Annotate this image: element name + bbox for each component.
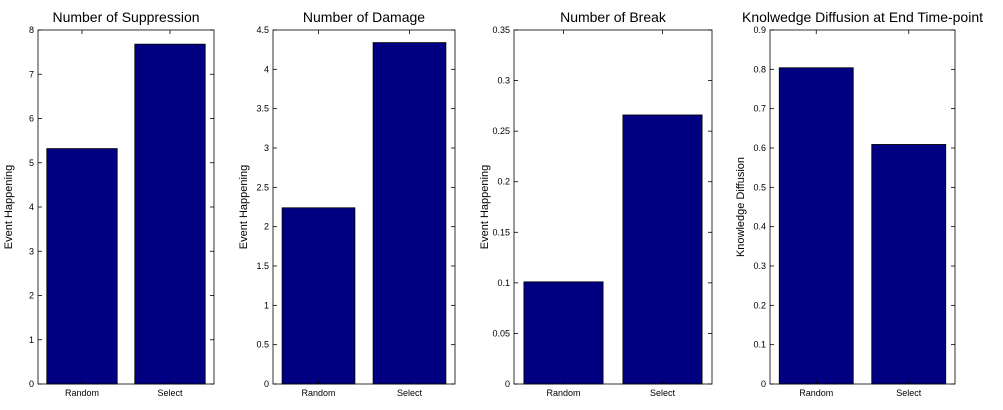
chart-panel-1: Random Select 0 1 2 3 4 5 6 7 8 Number of Suppressi… — [3, 9, 215, 398]
axes-frame — [513, 29, 713, 385]
chart-panel-4: Random Select 0 0.1 0.2 0.3 0.4 0.5 0.6 0.7 0.8 0.9… — [735, 9, 983, 398]
axes-frame — [769, 29, 956, 385]
bar-random — [523, 281, 604, 385]
y-tick-label: 0.4 — [753, 222, 766, 232]
y-tick-label: 0 — [761, 379, 766, 389]
y-axis-label: Event Happening — [479, 165, 491, 249]
y-tick-label: 0.35 — [492, 25, 510, 35]
y-tick-label: 7 — [29, 69, 34, 79]
y-tick-label: 0 — [29, 379, 34, 389]
y-axis-label: Knowledge Diffusion — [735, 157, 747, 257]
y-tick-label: 0 — [264, 379, 269, 389]
chart-panel-2: Random Select 0 0.5 1 1.5 2 2.5 3 3.5 4 4.5 Number o… — [238, 9, 456, 398]
y-tick-label: 2 — [29, 291, 34, 301]
bar-random — [778, 67, 854, 385]
y-tick-label: 0.1 — [497, 278, 510, 288]
x-tick-label: Random — [301, 388, 335, 398]
y-tick-label: 2.5 — [256, 182, 269, 192]
y-tick-label: 0.7 — [753, 104, 766, 114]
y-axis-label: Event Happening — [3, 165, 15, 249]
y-tick-label: 3.5 — [256, 104, 269, 114]
y-tick-label: 1 — [264, 300, 269, 310]
x-tick-label: Select — [896, 388, 922, 398]
y-tick-label: 0.5 — [256, 340, 269, 350]
y-tick-label: 6 — [29, 114, 34, 124]
bar-select — [134, 43, 206, 385]
y-tick-label: 2 — [264, 222, 269, 232]
y-tick-label: 0.15 — [492, 227, 510, 237]
y-tick-label: 0.6 — [753, 143, 766, 153]
axes-frame — [272, 29, 456, 385]
chart-title: Knolwedge Diffusion at End Time-point — [742, 9, 983, 25]
y-tick-label: 4.5 — [256, 25, 269, 35]
y-tick-label: 0.3 — [497, 76, 510, 86]
x-tick-label: Select — [157, 388, 183, 398]
chart-title: Number of Break — [560, 9, 667, 25]
y-tick-label: 0.05 — [492, 328, 510, 338]
y-tick-label: 0.3 — [753, 261, 766, 271]
y-tick-label: 8 — [29, 25, 34, 35]
x-tick-label: Random — [799, 388, 833, 398]
x-tick-label: Random — [546, 388, 580, 398]
bar-random — [281, 207, 356, 385]
bar-select — [622, 114, 703, 385]
x-tick-label: Random — [65, 388, 99, 398]
bar-random — [46, 148, 118, 385]
y-tick-label: 0.25 — [492, 126, 510, 136]
x-tick-label: Select — [397, 388, 423, 398]
y-tick-label: 3 — [264, 143, 269, 153]
y-tick-label: 1.5 — [256, 261, 269, 271]
y-tick-label: 4 — [264, 64, 269, 74]
y-tick-label: 5 — [29, 158, 34, 168]
y-tick-label: 0.2 — [497, 177, 510, 187]
y-tick-label: 0.2 — [753, 300, 766, 310]
x-tick-label: Select — [650, 388, 676, 398]
chart-title: Number of Suppression — [52, 9, 199, 25]
y-tick-label: 0.9 — [753, 25, 766, 35]
y-tick-label: 3 — [29, 246, 34, 256]
y-tick-label: 0 — [505, 379, 510, 389]
chart-panel-3: Random Select 0 0.05 0.1 0.15 0.2 0.25 0.3 0.35 Nu… — [479, 9, 713, 398]
y-tick-label: 4 — [29, 202, 34, 212]
chart-title: Number of Damage — [303, 9, 425, 25]
y-tick-label: 1 — [29, 335, 34, 345]
bar-select — [871, 144, 947, 385]
y-axis-label: Event Happening — [238, 165, 250, 249]
y-tick-label: 0.1 — [753, 340, 766, 350]
y-tick-label: 0.8 — [753, 64, 766, 74]
bar-select — [372, 42, 447, 385]
y-tick-label: 0.5 — [753, 182, 766, 192]
